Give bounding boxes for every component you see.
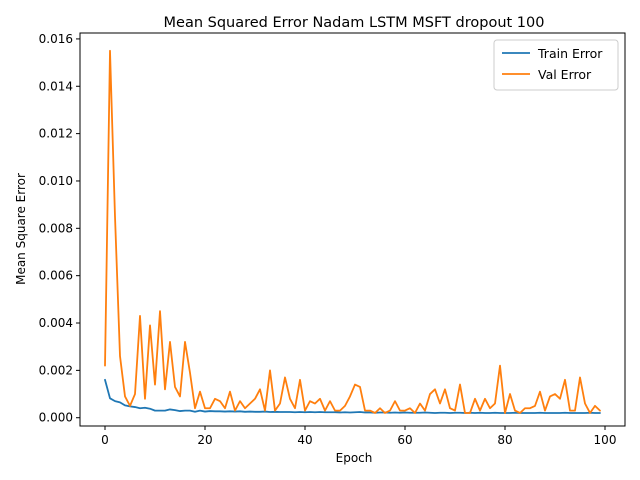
chart-title: Mean Squared Error Nadam LSTM MSFT dropo… [164,15,545,31]
legend-label-val: Val Error [538,67,592,82]
y-tick-label: 0.010 [39,174,73,188]
y-tick-label: 0.014 [39,79,73,93]
x-tick-label: 40 [297,433,312,447]
y-axis-title: Mean Square Error [14,173,28,285]
y-axis: 0.000 0.002 0.004 0.006 0.008 0.010 0.012 0.014… [39,32,80,425]
x-axis-title: Epoch [336,451,373,465]
y-tick-label: 0.008 [39,221,73,235]
y-tick-label: 0.012 [39,127,73,141]
x-tick-label: 60 [397,433,412,447]
plot-area [104,49,601,414]
x-tick-label: 80 [497,433,512,447]
y-tick-label: 0.006 [39,269,73,283]
plot-frame [79,32,626,427]
y-tick-label: 0.016 [39,32,73,46]
y-tick-label: 0.004 [39,316,73,330]
y-tick-label: 0.000 [39,411,73,425]
y-tick-label: 0.002 [39,363,73,377]
x-tick-label: 100 [594,433,617,447]
legend: Train Error Val Error [493,39,619,91]
x-tick-label: 0 [101,433,109,447]
x-axis: 0 20 40 60 80 100 [101,426,616,447]
train-error-line [104,378,601,414]
val-error-line [104,49,601,414]
x-tick-label: 20 [197,433,212,447]
legend-label-train: Train Error [537,46,603,61]
